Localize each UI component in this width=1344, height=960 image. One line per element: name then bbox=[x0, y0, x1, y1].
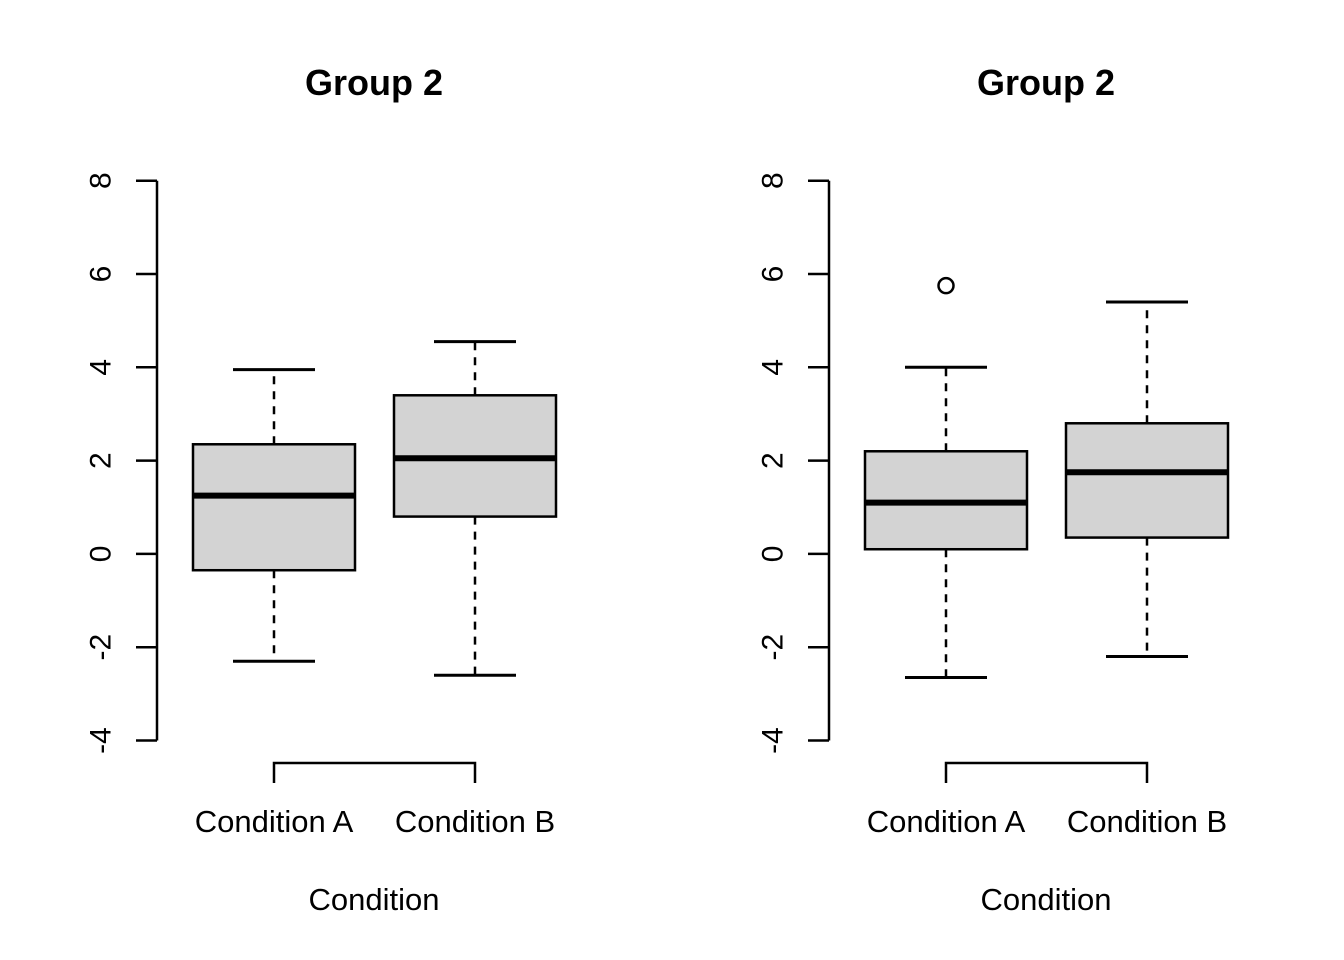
y-tick-label: -4 bbox=[85, 727, 118, 754]
panel-2: 8 6 4 2 0 -2 -4 Condition A Condition B bbox=[757, 172, 1230, 839]
iqr-box bbox=[1064, 422, 1230, 539]
category-label: Condition B bbox=[395, 804, 555, 839]
y-tick-label: 4 bbox=[85, 359, 118, 376]
panel-1-title: Group 2 bbox=[304, 62, 444, 103]
x-axis-bracket bbox=[272, 761, 477, 783]
y-tick-label: 8 bbox=[85, 172, 118, 189]
outlier-point bbox=[937, 276, 955, 295]
y-tick-label: 4 bbox=[757, 359, 790, 376]
y-tick-label: 2 bbox=[85, 452, 118, 469]
category-label: Condition A bbox=[195, 804, 354, 839]
y-tick-label: 0 bbox=[85, 546, 118, 563]
y-tick-label: 8 bbox=[757, 172, 790, 189]
panel-2-x-axis-label: Condition bbox=[980, 882, 1112, 917]
iqr-box bbox=[191, 443, 357, 572]
panel-1-x-axis-label: Condition bbox=[308, 882, 440, 917]
y-tick-label: 6 bbox=[757, 266, 790, 283]
panel-1: 8 6 4 2 0 -2 -4 Condition A Condition B bbox=[85, 172, 558, 839]
y-tick-label: -4 bbox=[757, 727, 790, 754]
y-tick-label: 2 bbox=[757, 452, 790, 469]
category-label: Condition A bbox=[867, 804, 1026, 839]
x-axis-bracket bbox=[944, 761, 1149, 783]
category-label: Condition B bbox=[1067, 804, 1227, 839]
panel-2-title: Group 2 bbox=[976, 62, 1116, 103]
y-tick-label: -2 bbox=[757, 634, 790, 661]
y-tick-label: -2 bbox=[85, 634, 118, 661]
y-tick-label: 0 bbox=[757, 546, 790, 563]
y-tick-label: 6 bbox=[85, 266, 118, 283]
